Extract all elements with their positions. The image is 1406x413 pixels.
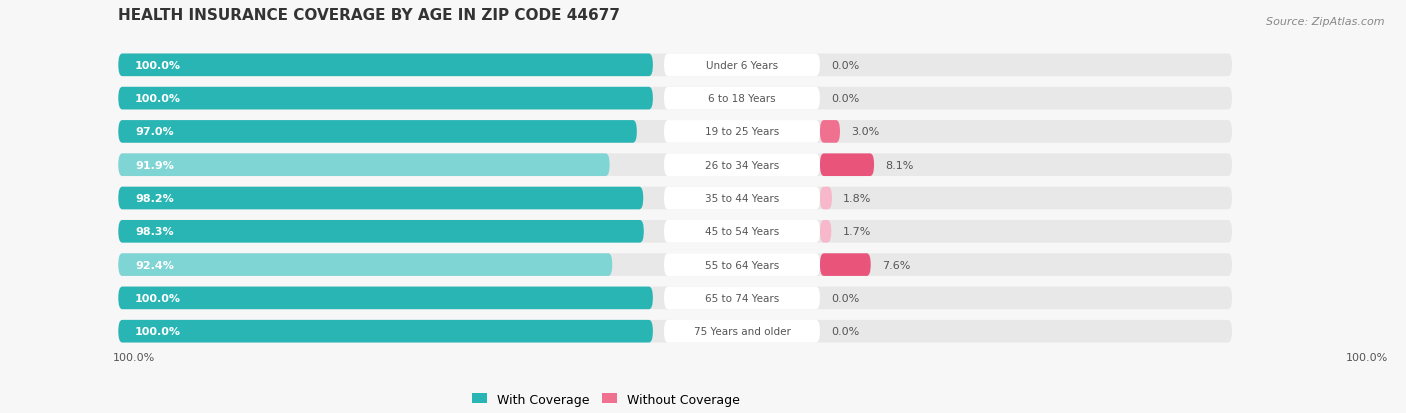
- FancyBboxPatch shape: [664, 55, 820, 77]
- Text: 75 Years and older: 75 Years and older: [693, 326, 790, 336]
- Text: 91.9%: 91.9%: [135, 160, 174, 170]
- Text: 19 to 25 Years: 19 to 25 Years: [704, 127, 779, 137]
- FancyBboxPatch shape: [118, 320, 652, 343]
- FancyBboxPatch shape: [664, 320, 820, 343]
- FancyBboxPatch shape: [820, 221, 831, 243]
- FancyBboxPatch shape: [664, 121, 820, 143]
- Text: 1.7%: 1.7%: [842, 227, 870, 237]
- FancyBboxPatch shape: [820, 154, 875, 177]
- FancyBboxPatch shape: [118, 221, 1232, 243]
- Text: 100.0%: 100.0%: [112, 352, 155, 362]
- FancyBboxPatch shape: [118, 254, 612, 276]
- FancyBboxPatch shape: [118, 121, 637, 143]
- Legend: With Coverage, Without Coverage: With Coverage, Without Coverage: [467, 388, 745, 411]
- FancyBboxPatch shape: [118, 320, 1232, 343]
- Text: 100.0%: 100.0%: [135, 326, 181, 336]
- FancyBboxPatch shape: [664, 221, 820, 243]
- FancyBboxPatch shape: [664, 254, 820, 276]
- Text: Under 6 Years: Under 6 Years: [706, 61, 778, 71]
- Text: 100.0%: 100.0%: [135, 94, 181, 104]
- FancyBboxPatch shape: [820, 121, 839, 143]
- FancyBboxPatch shape: [664, 187, 820, 210]
- FancyBboxPatch shape: [664, 287, 820, 309]
- Text: 92.4%: 92.4%: [135, 260, 174, 270]
- FancyBboxPatch shape: [820, 254, 870, 276]
- FancyBboxPatch shape: [118, 254, 1232, 276]
- Text: 98.3%: 98.3%: [135, 227, 174, 237]
- FancyBboxPatch shape: [118, 187, 1232, 210]
- FancyBboxPatch shape: [118, 287, 1232, 309]
- Text: 3.0%: 3.0%: [851, 127, 879, 137]
- Text: 26 to 34 Years: 26 to 34 Years: [704, 160, 779, 170]
- FancyBboxPatch shape: [118, 88, 1232, 110]
- Text: 6 to 18 Years: 6 to 18 Years: [709, 94, 776, 104]
- Text: 0.0%: 0.0%: [831, 94, 859, 104]
- FancyBboxPatch shape: [820, 187, 832, 210]
- Text: 0.0%: 0.0%: [831, 61, 859, 71]
- Text: Source: ZipAtlas.com: Source: ZipAtlas.com: [1267, 17, 1385, 26]
- FancyBboxPatch shape: [118, 55, 1232, 77]
- Text: 1.8%: 1.8%: [844, 194, 872, 204]
- FancyBboxPatch shape: [118, 187, 644, 210]
- Text: 0.0%: 0.0%: [831, 293, 859, 303]
- Text: 100.0%: 100.0%: [135, 293, 181, 303]
- Text: 55 to 64 Years: 55 to 64 Years: [704, 260, 779, 270]
- Text: HEALTH INSURANCE COVERAGE BY AGE IN ZIP CODE 44677: HEALTH INSURANCE COVERAGE BY AGE IN ZIP …: [118, 7, 620, 22]
- FancyBboxPatch shape: [118, 287, 652, 309]
- Text: 35 to 44 Years: 35 to 44 Years: [704, 194, 779, 204]
- FancyBboxPatch shape: [664, 154, 820, 177]
- Text: 100.0%: 100.0%: [1346, 352, 1388, 362]
- Text: 100.0%: 100.0%: [135, 61, 181, 71]
- FancyBboxPatch shape: [664, 88, 820, 110]
- FancyBboxPatch shape: [118, 154, 1232, 177]
- FancyBboxPatch shape: [118, 221, 644, 243]
- Text: 97.0%: 97.0%: [135, 127, 174, 137]
- FancyBboxPatch shape: [118, 55, 652, 77]
- Text: 7.6%: 7.6%: [882, 260, 910, 270]
- Text: 98.2%: 98.2%: [135, 194, 174, 204]
- Text: 8.1%: 8.1%: [886, 160, 914, 170]
- Text: 65 to 74 Years: 65 to 74 Years: [704, 293, 779, 303]
- FancyBboxPatch shape: [118, 88, 652, 110]
- FancyBboxPatch shape: [118, 154, 610, 177]
- Text: 0.0%: 0.0%: [831, 326, 859, 336]
- FancyBboxPatch shape: [118, 121, 1232, 143]
- Text: 45 to 54 Years: 45 to 54 Years: [704, 227, 779, 237]
